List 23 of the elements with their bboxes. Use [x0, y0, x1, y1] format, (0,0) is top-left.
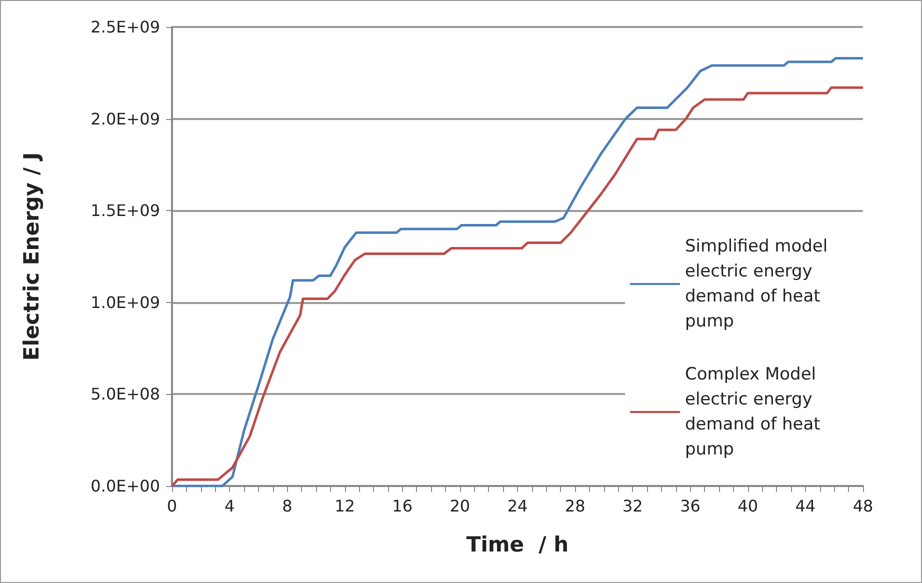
- x-tick-label: 44: [795, 496, 816, 516]
- x-tick-label: 20: [450, 496, 470, 516]
- x-tick-label: 40: [738, 496, 758, 516]
- x-tick-label: 8: [282, 496, 292, 516]
- y-tick-label: 1.5E+09: [90, 201, 160, 220]
- y-tick-label: 2.0E+09: [90, 109, 160, 128]
- x-axis-title: Time / h: [466, 532, 569, 556]
- x-tick-label: 0: [166, 496, 178, 516]
- y-tick-label: 2.5E+09: [90, 18, 160, 36]
- x-tick-label: 12: [334, 496, 355, 516]
- y-tick-label: 1.0E+09: [90, 292, 160, 312]
- x-tick-label: 36: [680, 496, 700, 516]
- legend-label: Simplified model electric energy demand of heat pump: [685, 236, 834, 332]
- x-tick-label: 4: [224, 496, 235, 516]
- x-tick-label: 48: [852, 496, 874, 516]
- x-tick-label: 24: [507, 496, 528, 516]
- x-tick-label: 28: [564, 496, 586, 516]
- x-tick-label: 16: [392, 496, 413, 516]
- x-tick-label: 32: [622, 496, 643, 516]
- y-axis-title: Electric Energy / J: [20, 152, 44, 361]
- y-tick-label: 5.0E+08: [90, 384, 160, 404]
- legend-label: Complex Model electric energy demand of heat pump: [685, 364, 826, 460]
- y-tick-label: 0.0E+00: [90, 476, 160, 496]
